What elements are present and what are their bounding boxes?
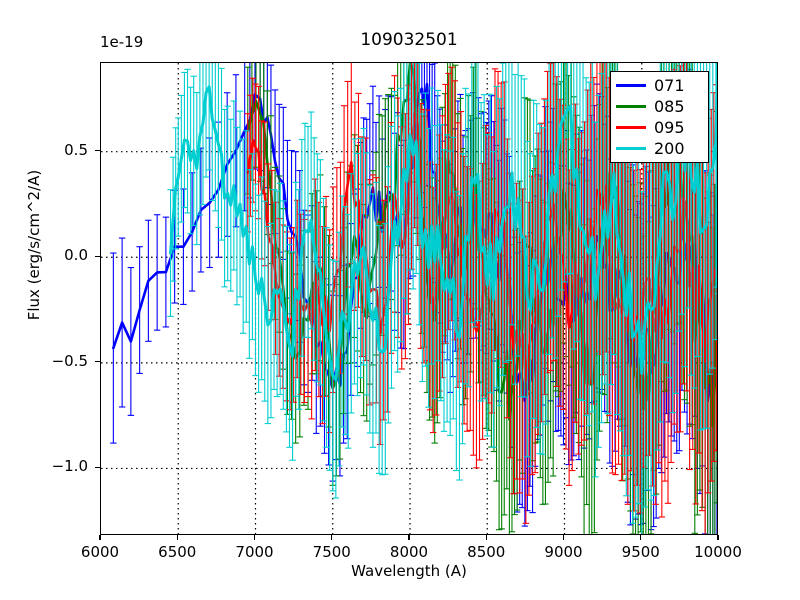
- y-tickmark: [95, 361, 100, 363]
- legend-swatch-095: [616, 125, 646, 130]
- x-tickmark: [253, 535, 256, 540]
- legend-label-071: 071: [654, 75, 685, 95]
- x-tickmark: [99, 535, 101, 540]
- x-tick-label: 8000: [389, 543, 429, 561]
- x-tickmark: [331, 535, 333, 540]
- x-tick-label: 6500: [158, 543, 197, 561]
- y-tickmark: [95, 255, 100, 257]
- x-tick-label: 9000: [544, 543, 583, 561]
- y-tick-label: −0.5: [51, 351, 88, 370]
- y-tickmark: [95, 466, 100, 469]
- x-tickmark: [176, 535, 178, 540]
- legend-swatch-200: [616, 146, 646, 151]
- legend-label-095: 095: [654, 117, 685, 137]
- x-tick-label: 9500: [621, 543, 660, 561]
- x-tick-label: 6000: [80, 543, 120, 561]
- y-axis-offset-text: 1e-19: [100, 33, 144, 51]
- x-tick-label: 10000: [694, 543, 742, 561]
- legend-label-200: 200: [654, 138, 685, 158]
- y-tick-label: −1.0: [51, 457, 88, 476]
- legend: 071 085 095 200: [610, 71, 709, 163]
- page-title: 109032501: [360, 30, 458, 50]
- legend-swatch-071: [616, 83, 646, 88]
- x-tickmark: [485, 535, 487, 540]
- legend-label-085: 085: [654, 96, 685, 116]
- legend-item-095[interactable]: 095: [611, 117, 708, 138]
- y-tick-label: 0.5: [64, 140, 88, 159]
- x-tick-label: 8500: [467, 543, 506, 561]
- x-tickmark: [408, 535, 410, 540]
- legend-item-071[interactable]: 071: [611, 75, 708, 96]
- y-tickmark: [95, 150, 100, 152]
- x-tick-label: 7000: [235, 543, 274, 561]
- series-line-200: [169, 85, 717, 382]
- legend-swatch-085: [616, 104, 646, 109]
- x-axis-label: Wavelength (A): [351, 562, 467, 580]
- y-tick-label: 0.0: [64, 246, 88, 265]
- legend-item-200[interactable]: 200: [611, 138, 708, 159]
- x-tick-label: 7500: [312, 543, 351, 561]
- x-tickmark: [640, 535, 642, 540]
- legend-item-085[interactable]: 085: [611, 96, 708, 117]
- x-tickmark: [717, 535, 719, 540]
- x-tickmark: [562, 535, 565, 540]
- y-axis-label: Flux (erg/s/cm^2/A): [25, 169, 43, 321]
